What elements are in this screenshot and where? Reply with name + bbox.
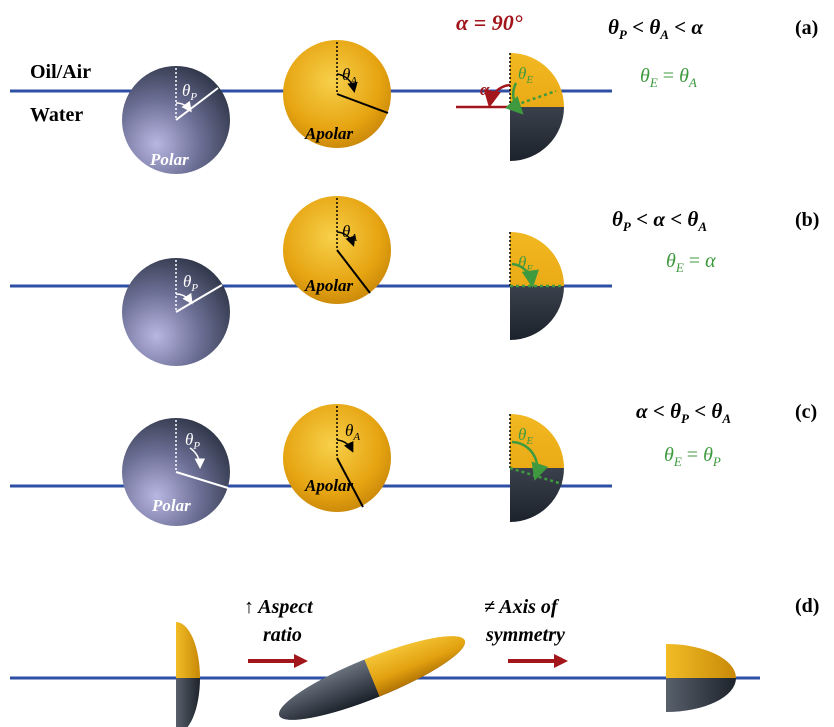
axis-symmetry-label-line2: symmetry bbox=[485, 624, 565, 646]
flat-ellipsoid bbox=[666, 644, 736, 712]
apolar-sphere-a: θA Apolar bbox=[283, 40, 391, 148]
panel-c: θP Polar θA Apolar θE α < θP < θA (c) θE… bbox=[10, 399, 817, 526]
polar-sphere-b: θP bbox=[122, 258, 230, 366]
panel-d: ↑ Aspect ratio ≠ Axis of symmetry (d) bbox=[10, 595, 819, 727]
janus-sphere-a: α θE bbox=[456, 53, 564, 161]
result-a: θE = θA bbox=[640, 65, 697, 90]
polar-label-a: Polar bbox=[149, 150, 189, 169]
apolar-sphere-c: θA Apolar bbox=[283, 404, 391, 512]
panel-label-a: (a) bbox=[795, 17, 818, 39]
water-label: Water bbox=[30, 104, 83, 126]
theta-a-label-a: θA bbox=[342, 65, 357, 87]
aspect-ratio-label-line2: ratio bbox=[263, 624, 302, 646]
polar-label-c: Polar bbox=[151, 496, 191, 515]
panel-b: θP θA Apolar θE θP < α < θA (b) θE = α bbox=[10, 196, 819, 366]
theta-p-label-a: θP bbox=[182, 81, 197, 103]
panel-label-c: (c) bbox=[795, 401, 817, 423]
theta-e-label-b: θE bbox=[518, 253, 533, 275]
condition-a: θP < θA < α bbox=[608, 15, 703, 42]
polar-sphere-a: θP Polar bbox=[122, 66, 230, 174]
janus-sphere-b: θE bbox=[509, 232, 564, 340]
apolar-sphere-b: θA Apolar bbox=[283, 196, 391, 304]
theta-a-label-b: θA bbox=[342, 222, 357, 244]
apolar-label-b: Apolar bbox=[304, 276, 354, 295]
alpha-90-label: α = 90° bbox=[456, 10, 523, 35]
theta-a-label-c: θA bbox=[345, 421, 360, 443]
alpha-label-a: α bbox=[480, 80, 490, 99]
vertical-ellipsoid bbox=[176, 622, 200, 727]
apolar-label-c: Apolar bbox=[304, 476, 354, 495]
aspect-ratio-label-line1: ↑ Aspect bbox=[244, 596, 314, 618]
apolar-label-a: Apolar bbox=[304, 124, 354, 143]
arrow-right-2 bbox=[508, 654, 568, 668]
axis-symmetry-label-line1: ≠ Axis of bbox=[484, 596, 560, 618]
condition-b: θP < α < θA bbox=[612, 207, 707, 234]
result-b: θE = α bbox=[666, 250, 716, 275]
condition-c: α < θP < θA bbox=[636, 399, 731, 426]
panel-label-b: (b) bbox=[795, 209, 819, 231]
oil-air-label: Oil/Air bbox=[30, 61, 91, 83]
arrow-right-1 bbox=[248, 654, 308, 668]
tilted-rod bbox=[278, 636, 466, 720]
panel-a: Oil/Air Water θP Polar θA Apolar bbox=[10, 10, 818, 174]
result-c: θE = θP bbox=[664, 444, 721, 469]
janus-sphere-c: θE bbox=[509, 414, 564, 522]
panel-label-d: (d) bbox=[795, 595, 819, 617]
theta-e-label-a: θE bbox=[518, 64, 533, 86]
theta-p-label-b: θP bbox=[183, 272, 198, 294]
polar-sphere-c: θP Polar bbox=[122, 418, 230, 526]
theta-e-label-c: θE bbox=[518, 425, 533, 447]
theta-p-label-c: θP bbox=[185, 430, 200, 452]
